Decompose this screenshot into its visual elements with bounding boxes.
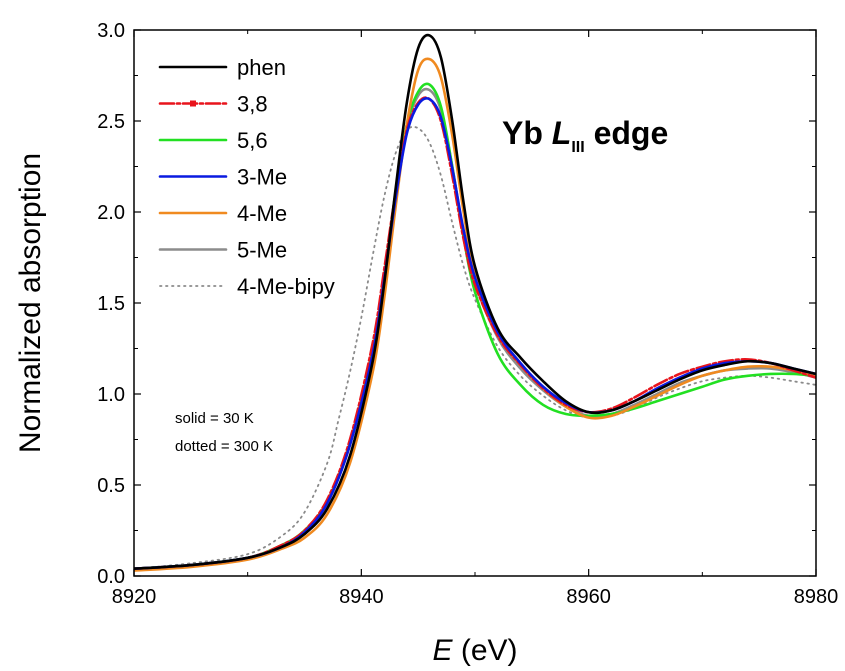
y-tick-label: 1.0 xyxy=(97,384,125,406)
legend-label-phen: phen xyxy=(237,55,286,80)
y-tick-label: 2.0 xyxy=(97,202,125,224)
series-line-3-me xyxy=(134,97,816,571)
edge-suffix: edge xyxy=(585,115,669,151)
series-lines xyxy=(134,33,816,572)
x-tick-label: 8940 xyxy=(339,586,384,608)
series-line-3-8 xyxy=(134,96,816,571)
y-tick-label: 2.5 xyxy=(97,111,125,133)
y-axis-title: Normalized absorption xyxy=(14,153,47,453)
series-line-5-6 xyxy=(134,82,816,571)
legend-label-5-me: 5-Me xyxy=(237,238,287,263)
legend-label-5-6: 5,6 xyxy=(237,128,268,153)
series-line-4-me xyxy=(134,57,816,572)
edge-italic: L xyxy=(552,115,572,151)
temperature-note-dotted: dotted = 300 K xyxy=(175,438,273,455)
y-tick-label: 0.0 xyxy=(97,566,125,588)
x-tick-label: 8960 xyxy=(566,586,611,608)
edge-subscript: III xyxy=(571,139,584,156)
temperature-note-solid: solid = 30 K xyxy=(175,410,254,427)
legend-marker-3-8 xyxy=(190,100,196,107)
y-tick-label: 1.5 xyxy=(97,293,125,315)
legend-label-4-me: 4-Me xyxy=(237,201,287,226)
x-axis-title: E (eV) xyxy=(432,634,517,667)
legend-label-3-8: 3,8 xyxy=(237,92,268,117)
series-line-phen xyxy=(134,33,816,571)
x-axis-variable: E xyxy=(432,634,453,667)
legend-label-4-me-bipy: 4-Me-bipy xyxy=(237,274,335,299)
series-line-4-me-bipy xyxy=(134,125,816,570)
y-tick-label: 3.0 xyxy=(97,20,125,42)
axis-ticks: 8920 8940 8960 8980 0.0 0.5 1.0 1.5 2.0 2.5 3.0 xyxy=(97,20,838,608)
edge-annotation: Yb LIII edge xyxy=(502,115,668,156)
x-axis-unit: (eV) xyxy=(453,634,518,667)
edge-prefix: Yb xyxy=(502,115,552,151)
legend: phen 3,8 5,6 3-Me 4-Me 5-Me 4-Me-bipy xyxy=(158,55,335,299)
series-line-5-me xyxy=(134,87,816,571)
x-tick-label: 8920 xyxy=(112,586,157,608)
x-tick-label: 8980 xyxy=(794,586,839,608)
legend-label-3-me: 3-Me xyxy=(237,165,287,190)
y-tick-label: 0.5 xyxy=(97,475,125,497)
